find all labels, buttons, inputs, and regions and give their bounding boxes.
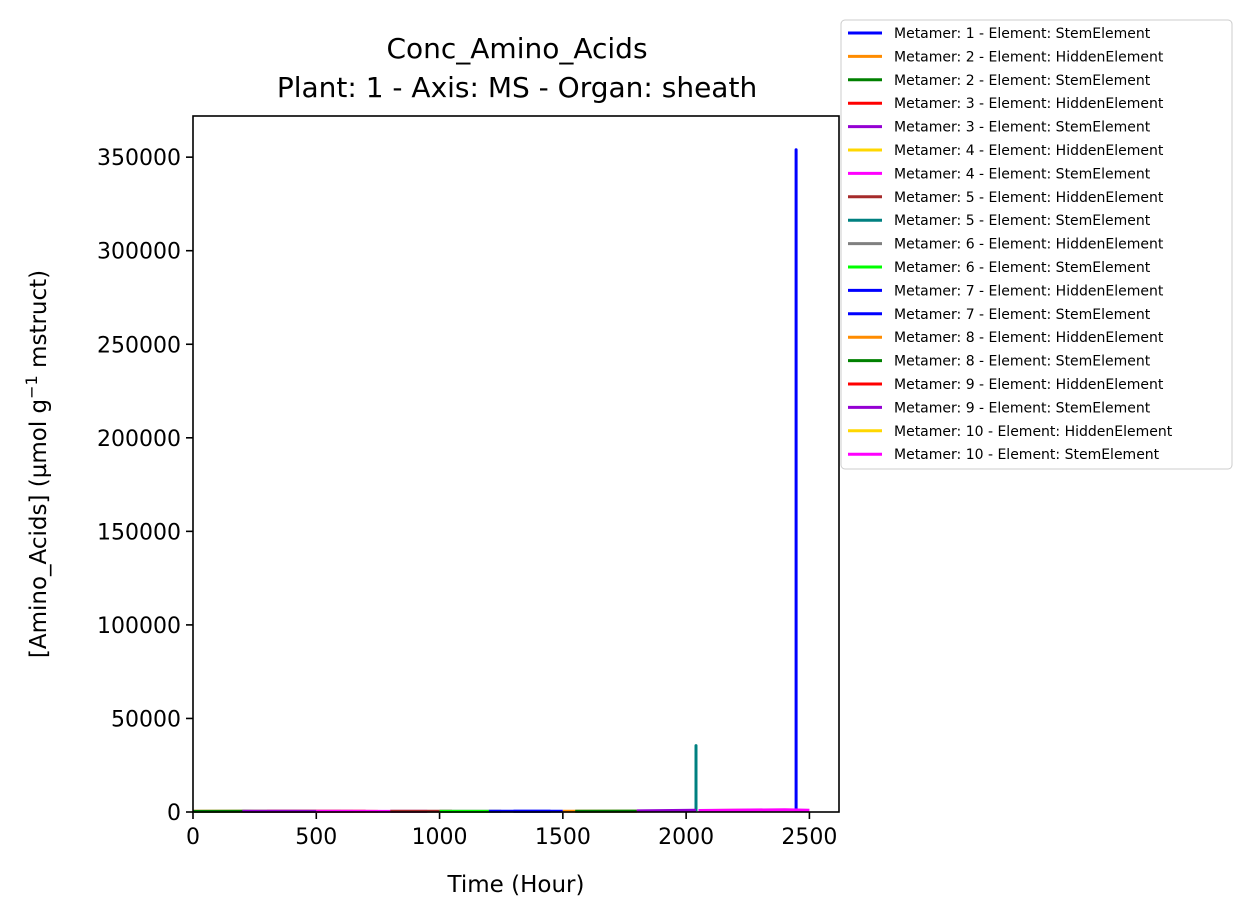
series-line [636,808,697,813]
x-tick-label: 2000 [658,825,714,850]
legend-entry: Metamer: 5 - Element: StemElement [894,213,1151,229]
x-tick-label: 1500 [535,825,591,850]
chart-subtitle: Plant: 1 - Axis: MS - Organ: sheath [277,71,757,104]
legend-entry: Metamer: 6 - Element: StemElement [894,260,1151,276]
chart-title: Conc_Amino_Acids [386,32,647,65]
legend-frame [840,19,1233,470]
y-axis-label-tail: mstruct) [26,270,52,375]
series-line [698,808,810,812]
legend: Metamer: 1 - Element: StemElement Metamer… [840,19,1233,470]
y-tick-label: 300000 [97,240,181,265]
y-axis-label: [Amino_Acids] (µmol g−1 mstruct) [22,270,52,658]
y-tick-label: 100000 [97,614,181,639]
y-tick-label: 0 [167,801,181,826]
x-tick-label: 2500 [781,825,837,850]
legend-entry: Metamer: 7 - Element: HiddenElement [894,283,1164,299]
series-lines [192,148,810,813]
y-tick-label: 50000 [111,707,181,732]
axes-ticks: 0 500 1000 1500 2000 2500 0 50000 100000 150000 20… [97,146,837,850]
legend-entry: Metamer: 1 - Element: StemElement [894,26,1151,42]
legend-entry: Metamer: 8 - Element: HiddenElement [894,330,1164,346]
legend-entry: Metamer: 8 - Element: StemElement [894,354,1151,370]
y-tick-label: 350000 [97,146,181,171]
legend-entry: Metamer: 10 - Element: StemElement [894,447,1160,463]
legend-entry: Metamer: 4 - Element: StemElement [894,166,1151,182]
legend-entry: Metamer: 3 - Element: HiddenElement [894,96,1164,112]
x-axis-label: Time (Hour) [447,872,585,898]
legend-entry: Metamer: 5 - Element: HiddenElement [894,190,1164,206]
y-tick-label: 250000 [97,333,181,358]
legend-entry: Metamer: 2 - Element: StemElement [894,73,1151,89]
legend-entry: Metamer: 3 - Element: StemElement [894,120,1151,136]
y-tick-label: 150000 [97,520,181,545]
legend-entry: Metamer: 10 - Element: HiddenElement [894,424,1173,440]
legend-entry: Metamer: 7 - Element: StemElement [894,307,1151,323]
legend-entry: Metamer: 2 - Element: HiddenElement [894,49,1164,65]
x-tick-label: 1000 [412,825,468,850]
plot-frame [192,115,840,813]
legend-entry: Metamer: 4 - Element: HiddenElement [894,143,1164,159]
x-tick-label: 0 [186,825,200,850]
x-tick-label: 500 [295,825,337,850]
y-axis-label-main: [Amino_Acids] (µmol g [26,399,52,658]
y-tick-label: 200000 [97,427,181,452]
y-axis-label-sup: −1 [22,375,41,399]
legend-entry: Metamer: 9 - Element: HiddenElement [894,377,1164,393]
legend-entry: Metamer: 6 - Element: HiddenElement [894,237,1164,253]
legend-entry: Metamer: 9 - Element: StemElement [894,400,1151,416]
